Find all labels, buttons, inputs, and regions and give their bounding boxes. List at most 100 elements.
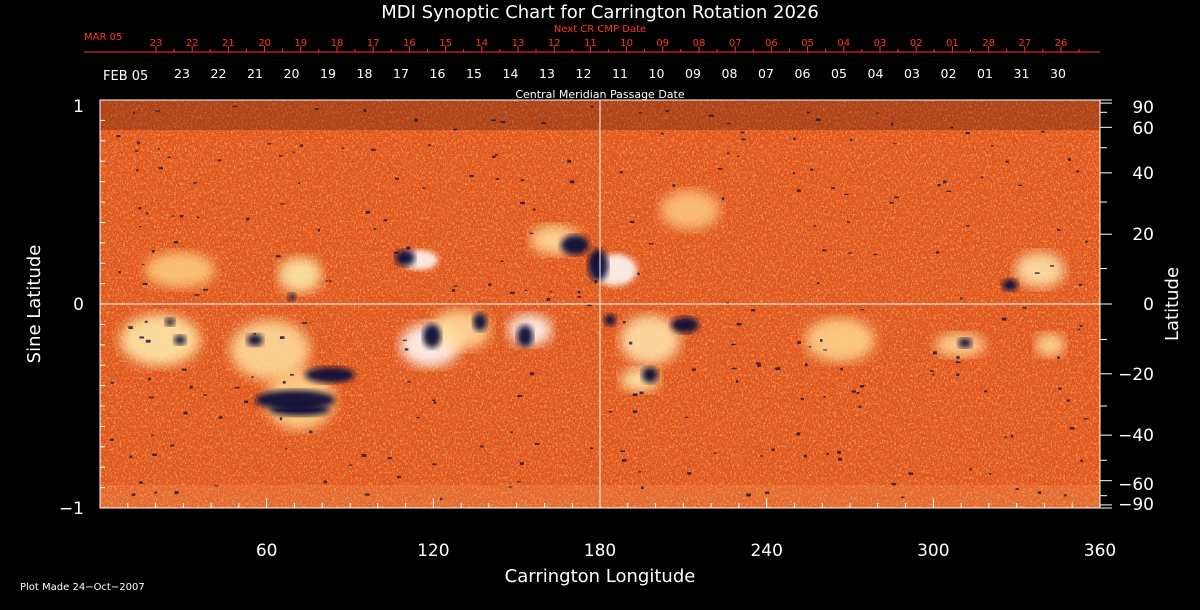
dark-speck	[232, 105, 238, 107]
next-cr-day-label: 12	[548, 38, 561, 49]
dark-speck	[665, 110, 670, 112]
dark-speck	[280, 203, 285, 205]
dark-speck	[640, 486, 644, 490]
dark-speck	[894, 196, 900, 199]
dark-speck	[638, 470, 641, 473]
dark-speck	[317, 228, 321, 232]
dark-speck	[453, 285, 458, 287]
dark-speck	[717, 168, 723, 170]
dark-speck	[145, 339, 151, 343]
dark-speck	[837, 450, 841, 454]
dark-speck	[587, 304, 592, 307]
dark-speck	[266, 143, 272, 145]
dark-speck	[116, 134, 121, 138]
dark-speck	[314, 108, 319, 110]
negative-polarity-region	[473, 313, 487, 331]
dark-speck	[517, 394, 523, 398]
dark-speck	[815, 118, 821, 121]
dark-speck	[370, 148, 376, 151]
dark-speck	[244, 400, 249, 404]
dark-speck	[848, 252, 852, 254]
positive-polarity-region	[120, 314, 200, 366]
dark-speck	[396, 475, 402, 479]
dark-speck	[510, 431, 513, 434]
next-cr-day-label: 26	[1055, 38, 1068, 49]
dark-speck	[726, 123, 731, 125]
dark-speck	[851, 390, 856, 393]
negative-polarity-region	[958, 338, 972, 348]
dark-speck	[731, 367, 737, 370]
y-right-tick-label: −20	[1118, 365, 1154, 385]
dark-speck	[619, 171, 624, 174]
y-right-tick-label: 20	[1132, 225, 1154, 245]
dark-speck	[131, 493, 136, 496]
dark-speck	[577, 290, 581, 294]
dark-speck	[135, 150, 139, 152]
dark-speck	[246, 217, 250, 221]
dark-speck	[546, 298, 551, 301]
dark-speck	[685, 416, 689, 418]
y-right-tick-label: 40	[1132, 164, 1154, 184]
dark-speck	[139, 336, 144, 339]
dark-speck	[639, 391, 644, 395]
negative-polarity-region	[247, 334, 263, 346]
dark-speck	[541, 122, 547, 125]
dark-speck	[323, 480, 327, 484]
next-cr-day-label: 07	[729, 38, 742, 49]
dark-speck	[152, 453, 157, 457]
dark-speck	[875, 112, 880, 114]
cmp-day-label: 05	[831, 66, 847, 81]
x-tick-label: 300	[917, 541, 949, 561]
dark-speck	[1037, 491, 1042, 495]
dark-speck	[932, 351, 937, 355]
dark-speck	[826, 452, 829, 456]
cmp-axis-label: Central Meridian Passage Date	[515, 88, 684, 101]
dark-speck	[956, 373, 960, 377]
dark-speck	[1015, 488, 1019, 491]
next-cr-day-label: 02	[910, 38, 923, 49]
dark-speck	[608, 410, 613, 413]
cmp-day-label: 12	[576, 66, 592, 81]
dark-speck	[422, 187, 426, 189]
dark-speck	[649, 243, 654, 245]
dark-speck	[569, 180, 575, 184]
negative-polarity-region	[671, 317, 699, 333]
dark-speck	[193, 182, 197, 184]
dark-speck	[672, 184, 676, 188]
dark-speck	[629, 341, 633, 345]
dark-speck	[765, 491, 770, 494]
dark-speck	[492, 155, 496, 159]
next-cr-day-label: 06	[765, 38, 778, 49]
dark-speck	[1010, 434, 1014, 438]
dark-speck	[620, 450, 626, 452]
cmp-day-label: 19	[320, 66, 336, 81]
next-cr-day-label: 08	[693, 38, 706, 49]
dark-speck	[956, 356, 960, 359]
dark-speck	[136, 169, 139, 172]
dark-speck	[361, 454, 367, 457]
dark-speck	[1080, 459, 1083, 463]
y-right-tick-label: 60	[1132, 119, 1154, 139]
dark-speck	[194, 294, 200, 296]
next-cr-day-label: 10	[620, 38, 633, 49]
dark-speck	[831, 187, 836, 189]
dark-speck	[373, 227, 377, 230]
dark-speck	[856, 392, 860, 394]
dark-speck	[387, 457, 392, 460]
dark-speck	[859, 309, 865, 311]
positive-polarity-region	[145, 252, 215, 288]
dark-speck	[197, 216, 200, 219]
dark-speck	[383, 219, 388, 222]
next-cr-day-label: 22	[186, 38, 199, 49]
dark-speck	[181, 368, 187, 371]
negative-polarity-region	[642, 367, 658, 383]
y-right-tick-label: 0	[1143, 295, 1154, 315]
next-cr-day-label: 04	[837, 38, 850, 49]
dark-speck	[1018, 184, 1023, 186]
dark-speck	[151, 250, 155, 253]
dark-speck	[859, 385, 865, 388]
dark-speck	[1085, 240, 1088, 243]
dark-speck	[901, 496, 905, 499]
dark-speck	[251, 376, 254, 379]
dark-speck	[203, 288, 208, 291]
